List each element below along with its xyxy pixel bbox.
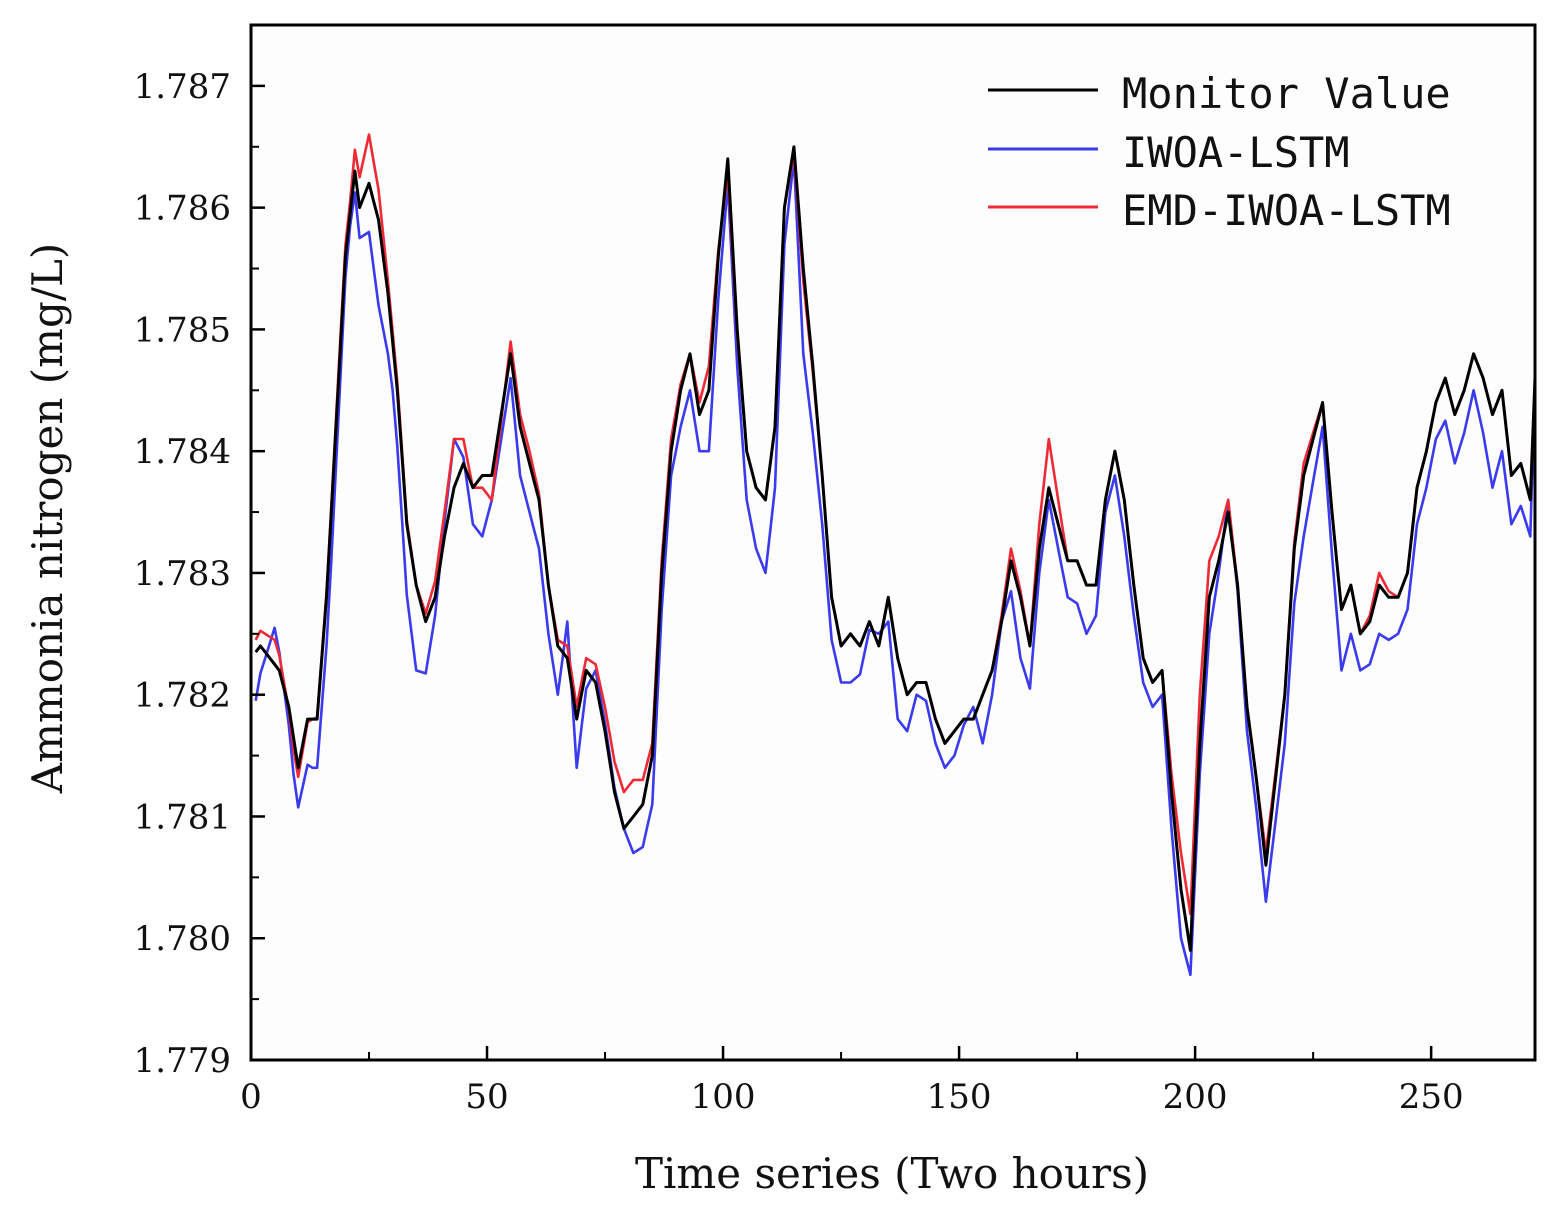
y-axis-title: Ammonia nitrogen (mg/L) (23, 243, 72, 795)
x-tick-label: 50 (465, 1077, 508, 1117)
y-tick-label: 1.780 (134, 919, 231, 959)
legend-label-monitor-value: Monitor Value (1122, 69, 1451, 118)
y-tick-label: 1.782 (134, 676, 231, 716)
y-tick-label: 1.785 (134, 310, 231, 350)
x-tick-label: 250 (1399, 1077, 1464, 1117)
y-tick-label: 1.786 (134, 189, 231, 229)
legend-label-iwoa-lstm: IWOA-LSTM (1122, 128, 1350, 177)
x-tick-label: 150 (927, 1077, 992, 1117)
legend-label-emd-iwoa-lstm: EMD-IWOA-LSTM (1122, 186, 1451, 235)
series-layer (254, 133, 1537, 977)
axis-layer: 0 50 100 150 200 250 1.779 1.780 1.781 1.782 1.783… (134, 67, 1464, 1117)
x-tick-label: 100 (691, 1077, 756, 1117)
series-line-monitor-value (254, 145, 1537, 952)
x-axis-title: Time series (Two hours) (635, 1149, 1149, 1198)
series-line-iwoa-lstm (254, 157, 1537, 977)
y-tick-label: 1.779 (134, 1041, 231, 1081)
plot-area (251, 25, 1535, 1060)
plot-frame (249, 23, 1537, 1062)
y-tick-label: 1.784 (134, 432, 231, 472)
x-tick-label: 200 (1163, 1077, 1228, 1117)
y-tick-label: 1.787 (134, 67, 231, 107)
x-tick-label: 0 (240, 1077, 262, 1117)
y-tick-label: 1.781 (134, 797, 231, 837)
legend: Monitor Value IWOA-LSTM EMD-IWOA-LSTM (988, 69, 1451, 235)
y-tick-label: 1.783 (134, 554, 231, 594)
